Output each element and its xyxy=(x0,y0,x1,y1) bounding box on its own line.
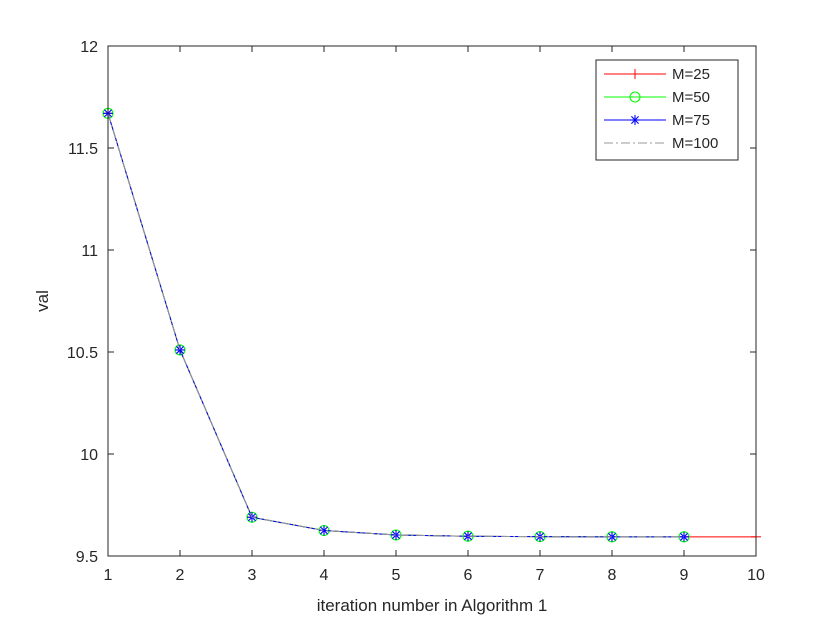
x-tick-label: 4 xyxy=(320,567,329,584)
y-tick-label: 11.5 xyxy=(68,141,98,158)
y-axis: 9.5 10 10.5 11 11.5 12 xyxy=(67,39,756,566)
legend: M=25 M=50 M=75 M=100 xyxy=(595,59,739,161)
legend-marker xyxy=(630,115,640,125)
series-layer xyxy=(102,107,761,543)
y-tick-label: 10.5 xyxy=(67,345,98,362)
y-tick-label: 9.5 xyxy=(76,549,98,566)
y-tick-label: 10 xyxy=(80,447,98,464)
x-axis-label: iteration number in Algorithm 1 xyxy=(317,596,548,615)
legend-marker xyxy=(630,69,640,79)
x-tick-label: 8 xyxy=(608,567,617,584)
x-tick-label: 7 xyxy=(536,567,545,584)
legend-item-m-25: M=25 xyxy=(604,66,710,83)
x-tick-label: 10 xyxy=(747,567,765,584)
legend-item-m-75: M=75 xyxy=(604,112,710,129)
y-tick-label: 11 xyxy=(81,243,98,260)
x-tick-label: 1 xyxy=(104,567,113,584)
legend-box xyxy=(595,59,739,161)
series-line-m-100 xyxy=(107,113,684,538)
legend-label: M=50 xyxy=(672,89,710,106)
y-tick-label: 12 xyxy=(80,39,98,56)
series-m-100 xyxy=(107,113,684,538)
data-point-m-75 xyxy=(175,344,185,355)
x-tick-label: 3 xyxy=(248,567,257,584)
legend-item-m-50: M=50 xyxy=(604,89,710,106)
legend-label: M=100 xyxy=(672,135,718,152)
x-axis: 1 2 3 4 5 6 7 8 9 10 xyxy=(104,46,765,584)
x-tick-label: 6 xyxy=(464,567,473,584)
y-axis-label: val xyxy=(33,290,52,312)
legend-marker xyxy=(629,91,641,103)
x-tick-label: 9 xyxy=(680,567,689,584)
legend-label: M=25 xyxy=(672,66,710,83)
legend-label: M=75 xyxy=(672,112,710,129)
x-tick-label: 2 xyxy=(176,567,185,584)
x-tick-label: 5 xyxy=(392,567,401,584)
axes-box xyxy=(107,45,757,557)
legend-item-m-100: M=100 xyxy=(604,135,718,152)
